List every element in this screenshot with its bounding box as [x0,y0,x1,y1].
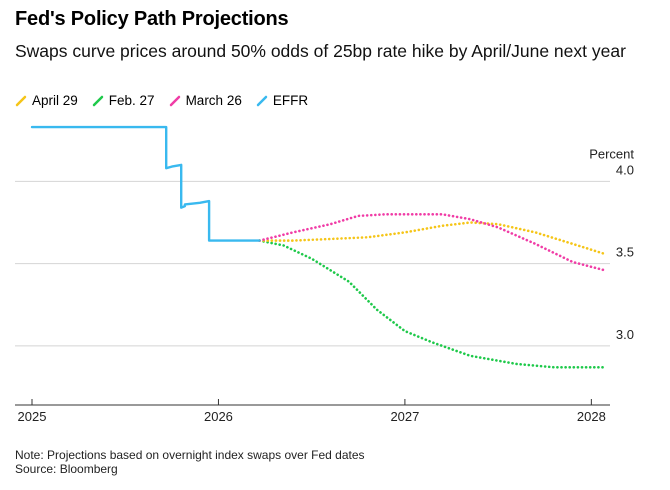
source-text: Source: Bloomberg [15,462,118,476]
note-text: Note: Projections based on overnight ind… [15,448,365,462]
series-layer [30,125,606,369]
y-tick-label: 4.0 [616,162,634,177]
legend-item-april-29: April 29 [15,93,78,108]
legend-swatch-icon [169,95,180,106]
series-line-april-29 [258,221,606,256]
legend-swatch-feb-27 [92,95,104,106]
x-axis: 2025 2026 2027 2028 [15,399,610,424]
x-tick-label: 2027 [390,409,419,424]
y-tick-label: 3.0 [616,327,634,342]
legend-label-effr: EFFR [272,93,309,108]
legend: April 29 Feb. 27 March 26 EFFR [15,93,308,108]
y-axis-title: Percent [589,146,634,161]
chart-subtitle: Swaps curve prices around 50% odds of 25… [15,41,626,61]
series-line-feb-27 [258,239,606,369]
legend-swatch-april-29 [15,95,27,106]
chart-title: Fed's Policy Path Projections [15,8,289,30]
legend-label-april-29: April 29 [32,93,78,108]
legend-item-effr: EFFR [256,93,308,108]
x-tick-label: 2026 [204,409,233,424]
legend-swatch-icon [256,95,268,106]
legend-swatch-icon [92,95,104,106]
series-line-march-26 [258,213,606,272]
x-tick-label: 2028 [577,409,606,424]
legend-label-march-26: March 26 [185,93,242,108]
series-line-effr [30,125,261,242]
y-tick-label: 3.5 [616,245,634,260]
legend-swatch-icon [15,95,27,106]
legend-label-feb-27: Feb. 27 [108,93,155,108]
x-tick-label: 2025 [18,409,47,424]
grid-layer [15,180,610,347]
legend-swatch-march-26 [169,95,180,106]
legend-item-feb-27: Feb. 27 [92,93,155,108]
legend-item-march-26: March 26 [169,93,242,108]
chart-footnote: Note: Projections based on overnight ind… [15,448,365,476]
legend-swatch-effr [256,95,268,106]
